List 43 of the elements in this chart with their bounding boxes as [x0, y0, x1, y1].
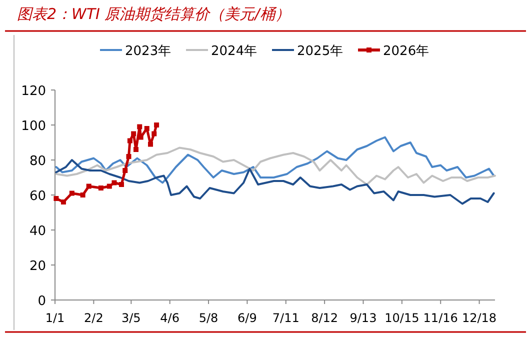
legend-label: 2026年	[383, 44, 430, 59]
legend-label: 2023年	[125, 44, 172, 59]
x-tick-label: 12/18	[462, 311, 497, 325]
x-tick-label: 10/15	[384, 311, 420, 325]
point	[86, 184, 92, 189]
legend-label: 2024年	[211, 44, 258, 59]
point	[144, 126, 150, 131]
y-tick-label: 40	[29, 224, 46, 239]
x-tick-label: 6/9	[238, 311, 257, 325]
x-tick-label: 3/5	[122, 311, 141, 325]
point	[98, 186, 104, 190]
x-tick-label: 2/2	[84, 311, 104, 325]
point	[112, 180, 117, 186]
point	[122, 168, 128, 173]
x-tick-label: 5/8	[198, 311, 218, 325]
x-tick-label: 4/6	[160, 311, 180, 325]
point	[137, 124, 142, 130]
y-tick-label: 80	[29, 154, 46, 169]
point	[118, 182, 124, 187]
point	[80, 192, 86, 198]
x-tick-label: 9/13	[350, 311, 377, 325]
point	[152, 131, 157, 136]
y-tick-label: 20	[29, 259, 46, 274]
x-tick-label: 7/11	[272, 311, 300, 325]
title: 图表2：WTI 原油期货结算价（美元/桶）	[17, 5, 290, 23]
point	[106, 184, 112, 189]
point	[69, 190, 74, 196]
point	[131, 131, 136, 136]
point	[60, 200, 66, 204]
y-tick-label: 100	[21, 119, 46, 134]
point	[126, 154, 132, 159]
point	[133, 147, 138, 152]
y-tick-label: 60	[29, 189, 46, 204]
x-tick-label: 11/16	[423, 311, 458, 325]
y-tick-label: 0	[38, 294, 46, 309]
x-tick-label: 1/1	[45, 311, 65, 325]
legend-label: 2025年	[297, 44, 344, 59]
point	[154, 122, 160, 128]
point	[54, 196, 59, 201]
point	[148, 142, 153, 147]
y-tick-label: 120	[21, 84, 46, 99]
point	[127, 138, 132, 144]
x-tick-label: 8/12	[311, 311, 338, 325]
